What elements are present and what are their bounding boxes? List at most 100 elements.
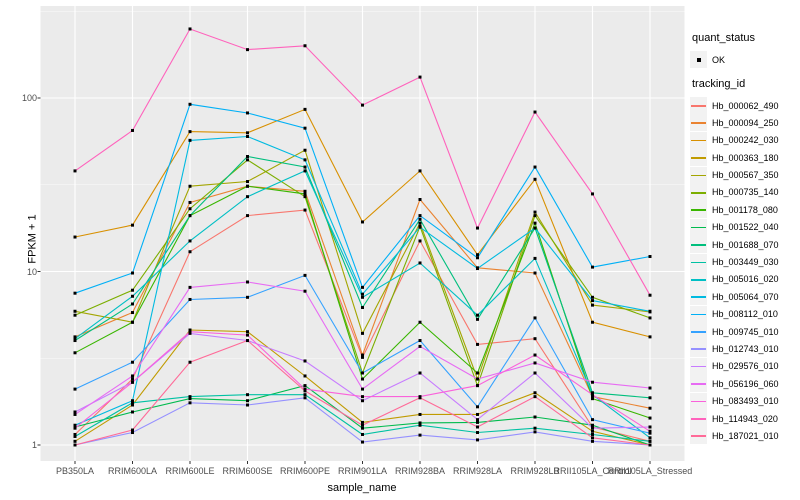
data-point — [591, 439, 594, 443]
data-point — [361, 432, 364, 436]
data-point — [361, 306, 364, 310]
x-tick-label: RRIM600SE — [222, 466, 273, 476]
data-point — [591, 391, 594, 395]
data-point — [533, 177, 537, 181]
data-point — [131, 320, 134, 324]
data-point — [648, 416, 652, 420]
data-point — [188, 130, 192, 134]
legend-item-Hb_005016_020: Hb_005016_020 — [690, 270, 800, 288]
legend-tracking-id-title: tracking_id — [692, 78, 746, 90]
legend-key-box — [690, 323, 707, 341]
legend: quant_status OK tracking_id Hb_000062_49… — [690, 28, 800, 445]
data-point — [303, 208, 307, 212]
x-tick-label: RRIM928LB — [510, 466, 560, 476]
legend-key-box — [690, 131, 707, 149]
legend-item-label: Hb_000363_180 — [712, 152, 779, 163]
data-point — [533, 165, 537, 169]
data-point — [246, 333, 249, 337]
legend-color-line-icon — [691, 209, 706, 211]
legend-color-line-icon — [691, 331, 706, 333]
data-point — [591, 299, 594, 303]
legend-key-box — [690, 357, 707, 375]
data-point — [73, 351, 77, 355]
legend-color-line-icon — [691, 313, 706, 316]
data-point — [418, 214, 422, 218]
x-axis-title: sample_name — [327, 482, 397, 494]
data-point — [73, 439, 77, 443]
data-point — [591, 320, 594, 324]
data-point — [131, 380, 134, 384]
data-point — [73, 309, 77, 313]
data-point — [533, 391, 537, 395]
y-tick-label: 10 — [26, 266, 37, 277]
data-point — [418, 423, 422, 427]
data-point — [361, 440, 364, 444]
data-point — [246, 330, 249, 334]
data-point — [188, 102, 192, 106]
legend-item-Hb_187021_010: Hb_187021_010 — [690, 427, 800, 445]
data-point — [591, 380, 594, 384]
data-point — [418, 320, 422, 324]
legend-color-line-icon — [691, 435, 706, 438]
data-point — [648, 316, 652, 320]
data-point — [131, 399, 134, 403]
data-point — [476, 425, 479, 429]
data-point — [476, 267, 479, 271]
data-point — [188, 239, 192, 243]
data-point — [361, 285, 364, 289]
legend-item-label: Hb_009745_010 — [712, 326, 779, 337]
data-point — [303, 44, 307, 48]
legend-key-box — [690, 392, 707, 410]
legend-color-line-icon — [691, 418, 706, 420]
legend-item-Hb_009745_010: Hb_009745_010 — [690, 323, 800, 341]
data-point — [533, 110, 537, 114]
data-point — [303, 374, 307, 378]
data-point — [188, 297, 192, 301]
data-point — [591, 303, 594, 307]
data-point — [533, 426, 537, 430]
legend-item-label: Hb_005064_070 — [712, 291, 779, 302]
data-point — [303, 192, 307, 196]
data-point — [188, 27, 192, 31]
data-point — [418, 396, 422, 400]
data-point — [303, 189, 307, 193]
legend-color-line-icon — [691, 122, 706, 124]
legend-quant-status-title: quant_status — [692, 32, 755, 44]
data-point — [418, 75, 422, 79]
data-point — [303, 389, 307, 393]
data-point — [533, 353, 537, 357]
data-point — [131, 403, 134, 407]
data-point — [131, 128, 134, 132]
data-point — [591, 395, 594, 399]
legend-color-line-icon — [691, 139, 706, 142]
data-point — [648, 439, 652, 443]
data-point — [246, 184, 249, 188]
data-point — [73, 412, 77, 416]
legend-item-Hb_000242_030: Hb_000242_030 — [690, 131, 800, 149]
data-point — [648, 425, 652, 429]
data-point — [648, 386, 652, 390]
data-point — [303, 273, 307, 277]
data-point — [246, 134, 249, 138]
data-point — [73, 434, 77, 438]
data-point — [591, 426, 594, 430]
data-point — [246, 180, 249, 184]
data-point — [246, 295, 249, 299]
data-point — [188, 395, 192, 399]
legend-item-Hb_000735_140: Hb_000735_140 — [690, 183, 800, 201]
legend-item-label: Hb_000242_030 — [712, 135, 779, 146]
data-point — [648, 443, 652, 447]
data-point — [73, 169, 77, 173]
legend-color-line-icon — [691, 365, 706, 368]
data-point — [188, 184, 192, 188]
legend-key-box — [690, 183, 707, 201]
data-point — [418, 261, 422, 265]
data-point — [476, 405, 479, 409]
data-point — [476, 313, 479, 317]
data-point — [246, 195, 249, 199]
data-point — [476, 256, 479, 260]
legend-item-label: Hb_187021_010 — [712, 430, 779, 441]
data-point — [418, 217, 422, 221]
data-point — [246, 158, 249, 162]
data-point — [533, 430, 537, 434]
